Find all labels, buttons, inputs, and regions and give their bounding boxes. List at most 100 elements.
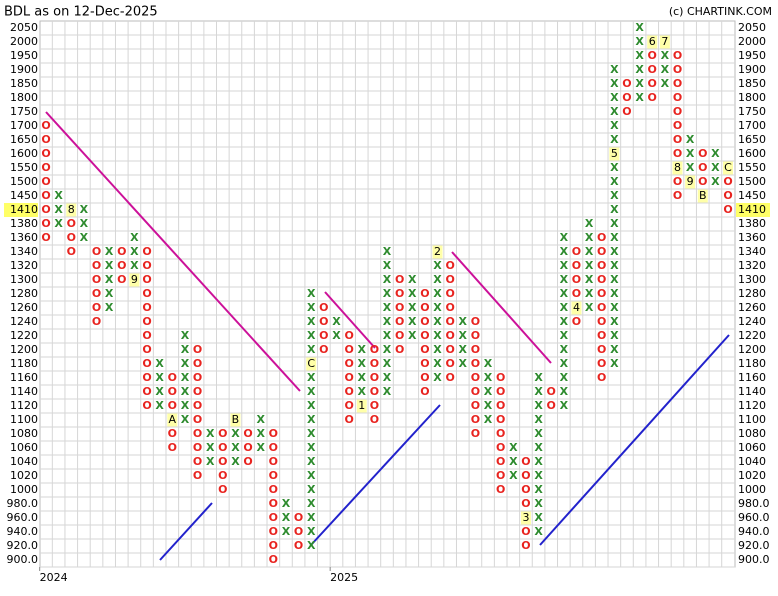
y-tick-label: 1220 <box>738 329 766 342</box>
y-tick-label: 1300 <box>10 273 38 286</box>
month-marker-bg <box>520 511 531 525</box>
y-tick-label: 1900 <box>10 63 38 76</box>
y-tick-label: 980.0 <box>7 497 39 510</box>
x-box: X <box>408 329 417 342</box>
y-tick-label: 1700 <box>10 119 38 132</box>
o-box: O <box>168 371 177 384</box>
month-marker-bg <box>723 161 734 175</box>
x-box: X <box>307 301 316 314</box>
x-box: X <box>484 413 493 426</box>
month-marker: 9 <box>131 273 138 286</box>
y-tick-label: 1180 <box>738 357 766 370</box>
y-tick-label: 1140 <box>10 385 38 398</box>
o-box: O <box>319 315 328 328</box>
o-box: O <box>218 483 227 496</box>
x-box: X <box>80 203 89 216</box>
o-box: O <box>344 371 353 384</box>
o-box: O <box>471 399 480 412</box>
y-tick-label: 1800 <box>10 91 38 104</box>
o-box: O <box>673 105 682 118</box>
month-marker-bg <box>230 413 241 427</box>
x-box: X <box>383 343 392 356</box>
x-box: X <box>307 441 316 454</box>
y-tick-label: 920.0 <box>738 539 770 552</box>
o-box: O <box>395 301 404 314</box>
x-box: X <box>711 161 720 174</box>
x-box: X <box>105 245 114 258</box>
o-box: O <box>294 539 303 552</box>
month-marker: 8 <box>68 203 75 216</box>
x-box: X <box>610 161 619 174</box>
o-box: O <box>142 287 151 300</box>
x-box: X <box>181 343 190 356</box>
o-box: O <box>395 287 404 300</box>
y-tick-label: 1300 <box>738 273 766 286</box>
o-box: O <box>673 63 682 76</box>
o-box: O <box>648 91 657 104</box>
o-box: O <box>445 371 454 384</box>
x-box: X <box>408 301 417 314</box>
o-box: O <box>471 385 480 398</box>
o-box: O <box>92 301 101 314</box>
o-box: O <box>294 511 303 524</box>
x-box: X <box>130 231 139 244</box>
x-box: X <box>610 259 619 272</box>
x-box: X <box>560 399 569 412</box>
o-box: O <box>269 455 278 468</box>
month-marker: 6 <box>649 35 656 48</box>
x-box: X <box>80 217 89 230</box>
o-box: O <box>193 441 202 454</box>
trend-line <box>324 291 376 349</box>
y-tick-label: 1020 <box>10 469 38 482</box>
o-box: O <box>521 525 530 538</box>
pf-column: OOO <box>294 511 303 552</box>
o-box: O <box>218 427 227 440</box>
o-box: O <box>67 245 76 258</box>
o-box: O <box>673 91 682 104</box>
y-tick-label: 1950 <box>10 49 38 62</box>
o-box: O <box>445 287 454 300</box>
x-box: X <box>635 91 644 104</box>
y-tick-label: 1900 <box>738 63 766 76</box>
x-box: X <box>459 329 468 342</box>
x-box: X <box>332 315 341 328</box>
last-price-highlight <box>4 203 38 217</box>
x-box: X <box>80 231 89 244</box>
month-marker-bg <box>609 147 620 161</box>
y-tick-label: 1060 <box>10 441 38 454</box>
plot-area <box>39 20 736 568</box>
month-marker: C <box>307 357 315 370</box>
x-box: X <box>635 63 644 76</box>
x-box: X <box>610 343 619 356</box>
pf-column: XXX <box>509 441 518 482</box>
pf-column: OOO <box>117 245 126 286</box>
x-box: X <box>358 357 367 370</box>
x-box: X <box>181 399 190 412</box>
x-box: X <box>433 301 442 314</box>
o-box: O <box>673 119 682 132</box>
x-box: X <box>686 133 695 146</box>
o-box: O <box>445 259 454 272</box>
o-box: O <box>673 147 682 160</box>
x-box: X <box>610 91 619 104</box>
x-box: X <box>54 203 63 216</box>
x-box: X <box>635 35 644 48</box>
y-tick-label: 1220 <box>10 329 38 342</box>
x-box: X <box>433 371 442 384</box>
y-tick-label: 1320 <box>738 259 766 272</box>
x-box: X <box>206 441 215 454</box>
x-box: X <box>560 231 569 244</box>
x-box: X <box>307 287 316 300</box>
y-tick-label: 1600 <box>738 147 766 160</box>
o-box: O <box>41 231 50 244</box>
x-box: X <box>54 217 63 230</box>
o-box: O <box>673 133 682 146</box>
